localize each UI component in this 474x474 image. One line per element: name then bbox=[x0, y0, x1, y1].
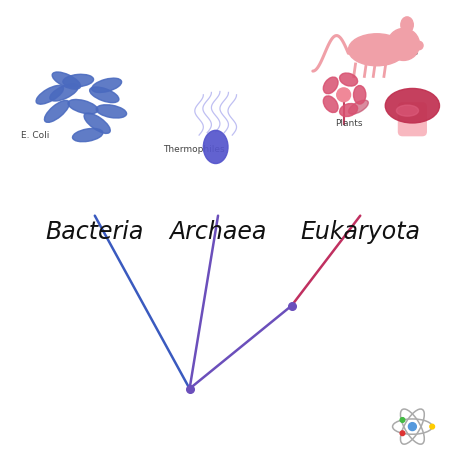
Circle shape bbox=[337, 88, 351, 102]
Ellipse shape bbox=[385, 89, 439, 123]
Text: Plants: Plants bbox=[335, 119, 362, 128]
Ellipse shape bbox=[96, 105, 127, 118]
Ellipse shape bbox=[203, 130, 228, 164]
Circle shape bbox=[400, 431, 405, 436]
Text: Thermophiles: Thermophiles bbox=[164, 145, 225, 154]
Ellipse shape bbox=[36, 85, 64, 104]
Ellipse shape bbox=[401, 17, 413, 33]
Text: Animals: Animals bbox=[383, 48, 419, 56]
Ellipse shape bbox=[84, 113, 110, 133]
Text: Eukaryota: Eukaryota bbox=[300, 220, 420, 245]
Ellipse shape bbox=[348, 34, 405, 66]
Circle shape bbox=[400, 418, 405, 422]
Ellipse shape bbox=[323, 77, 338, 94]
Ellipse shape bbox=[45, 100, 69, 122]
Ellipse shape bbox=[90, 87, 119, 103]
Circle shape bbox=[409, 423, 416, 430]
Circle shape bbox=[414, 41, 423, 50]
Circle shape bbox=[430, 424, 435, 429]
Text: E. Coli: E. Coli bbox=[21, 131, 50, 139]
Ellipse shape bbox=[323, 96, 338, 112]
Ellipse shape bbox=[339, 73, 357, 86]
Ellipse shape bbox=[68, 100, 98, 114]
Ellipse shape bbox=[339, 103, 357, 117]
Text: Fungi: Fungi bbox=[400, 121, 425, 130]
Ellipse shape bbox=[50, 84, 78, 101]
FancyBboxPatch shape bbox=[398, 102, 427, 137]
Ellipse shape bbox=[354, 85, 366, 104]
Ellipse shape bbox=[73, 128, 103, 142]
Ellipse shape bbox=[348, 100, 368, 114]
Ellipse shape bbox=[52, 72, 81, 89]
Ellipse shape bbox=[396, 105, 419, 116]
Circle shape bbox=[387, 28, 419, 61]
Ellipse shape bbox=[91, 78, 122, 92]
Text: Bacteria: Bacteria bbox=[46, 220, 144, 245]
Ellipse shape bbox=[63, 74, 93, 87]
Text: Archaea: Archaea bbox=[169, 220, 267, 245]
